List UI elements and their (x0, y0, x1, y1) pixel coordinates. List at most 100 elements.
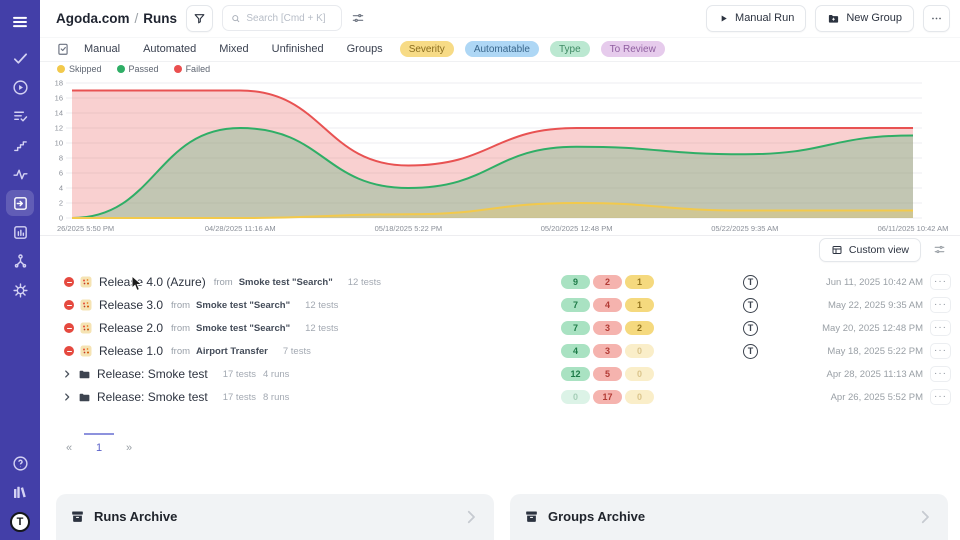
tab-unfinished[interactable]: Unfinished (271, 43, 324, 56)
tab-manual[interactable]: Manual (84, 43, 121, 56)
legend-skipped[interactable]: Skipped (57, 64, 102, 74)
run-type-icon (80, 345, 92, 357)
library-icon (14, 486, 26, 498)
stairs-icon (13, 140, 27, 151)
tabs: Manual Automated Mixed Unfinished Groups (84, 43, 383, 55)
passed-badge: 7 (561, 320, 590, 335)
run-title[interactable]: Release 4.0 (Azure) (99, 275, 206, 290)
groups-archive-panel[interactable]: Groups Archive (510, 493, 948, 540)
branch-icon (14, 253, 26, 268)
bulk-select-button[interactable] (56, 42, 70, 56)
chip-automatable[interactable]: Automatable (464, 41, 539, 58)
sidebar-item-analytics[interactable] (6, 161, 34, 187)
failed-badge: 3 (593, 343, 622, 358)
failed-dot-icon (173, 65, 182, 74)
row-more-button[interactable]: ··· (930, 273, 951, 290)
failed-status-icon (64, 323, 74, 334)
row-more-button[interactable]: ··· (930, 296, 951, 313)
group-date: Apr 26, 2025 5:52 PM (830, 391, 923, 403)
play-circle-icon (12, 79, 28, 95)
run-title[interactable]: Release 1.0 (99, 344, 164, 359)
new-group-button[interactable]: New Group (815, 4, 914, 32)
chip-to-review[interactable]: To Review (600, 41, 665, 58)
filter-button[interactable] (186, 4, 214, 32)
run-source[interactable]: Smoke test "Search" (238, 276, 333, 288)
run-title[interactable]: Release 3.0 (99, 298, 164, 313)
row-more-button[interactable]: ··· (930, 319, 951, 336)
sidebar-item-reports[interactable] (6, 219, 34, 245)
run-tests-count: 12 tests (305, 322, 339, 334)
sidebar-item-imports[interactable] (6, 190, 34, 216)
pagination-next-button[interactable]: » (125, 441, 133, 454)
area-chart-canvas: 0 2 4 6 8 10 12 14 16 18 26/2025 5:50 PM 04/28/2025… (55, 79, 949, 234)
run-title[interactable]: Release 2.0 (99, 321, 164, 336)
skipped-badge: 0 (625, 366, 654, 381)
chip-severity[interactable]: Severity (399, 41, 454, 58)
result-badges: 0 17 0 (561, 389, 654, 404)
legend-skipped-label: Skipped (69, 64, 102, 75)
row-more-button[interactable]: ··· (930, 365, 951, 382)
run-row[interactable]: Release 2.0 from Smoke test "Search" 12 … (40, 317, 960, 340)
legend-passed[interactable]: Passed (116, 64, 159, 74)
tab-mixed[interactable]: Mixed (219, 43, 249, 56)
group-row[interactable]: Release: Smoke test 17 tests 8 runs 0 17… (40, 386, 960, 409)
runs-archive-panel[interactable]: Runs Archive (56, 493, 494, 540)
search-settings-button[interactable] (351, 11, 365, 25)
group-title[interactable]: Release: Smoke test (97, 367, 208, 382)
run-tests-count: 12 tests (305, 299, 339, 311)
sidebar-item-branches[interactable] (6, 248, 34, 274)
svg-text:4: 4 (59, 184, 63, 193)
custom-view-button[interactable]: Custom view (818, 237, 921, 262)
run-source[interactable]: Airport Transfer (196, 345, 268, 357)
result-badges: 7 3 2 (561, 320, 654, 335)
failed-badge: 4 (593, 297, 622, 312)
skipped-badge: 1 (625, 297, 654, 312)
tab-automated[interactable]: Automated (143, 43, 197, 56)
group-row[interactable]: Release: Smoke test 17 tests 4 runs 12 5… (40, 363, 960, 386)
app-logo[interactable]: T (10, 512, 30, 532)
run-row[interactable]: Release 1.0 from Airport Transfer 7 test… (40, 340, 960, 363)
sidebar-item-runs[interactable] (6, 74, 34, 100)
help-icon (12, 455, 28, 471)
sidebar-item-plans[interactable] (6, 103, 34, 129)
run-date: May 20, 2025 12:48 PM (822, 322, 923, 334)
group-title[interactable]: Release: Smoke test (97, 390, 208, 405)
run-source[interactable]: Smoke test "Search" (196, 299, 291, 311)
tab-groups[interactable]: Groups (346, 43, 383, 56)
svg-text:6: 6 (59, 169, 63, 178)
run-from-label: from (171, 299, 191, 311)
expand-group-button[interactable] (62, 392, 72, 402)
manual-run-button[interactable]: Manual Run (706, 4, 807, 32)
topbar: Agoda.com/Runs Manual Run New Group (40, 0, 960, 38)
search-box[interactable] (222, 5, 343, 32)
table-view-icon (832, 245, 842, 254)
svg-text:06/11/2025 10:42 AM: 06/11/2025 10:42 AM (878, 224, 949, 233)
failed-status-icon (64, 346, 74, 357)
result-badges: 12 5 0 (561, 366, 654, 381)
sidebar-item-settings[interactable] (6, 277, 34, 303)
sidebar-menu-toggle[interactable] (6, 9, 34, 35)
gear-icon (12, 282, 28, 298)
row-more-button[interactable]: ··· (930, 342, 951, 359)
svg-text:10: 10 (55, 139, 63, 148)
run-row[interactable]: Release 4.0 (Azure) from Smoke test "Sea… (40, 271, 960, 294)
row-more-button[interactable]: ··· (930, 388, 951, 405)
chip-type[interactable]: Type (549, 41, 590, 58)
column-settings-button[interactable] (933, 243, 946, 256)
sidebar-docs-button[interactable] (6, 479, 34, 505)
pagination-prev-button[interactable]: « (65, 441, 73, 454)
sidebar-item-tests[interactable] (6, 45, 34, 71)
run-row[interactable]: Release 3.0 from Smoke test "Search" 12 … (40, 294, 960, 317)
sidebar-help-button[interactable] (6, 450, 34, 476)
topbar-more-button[interactable] (923, 4, 950, 32)
breadcrumb-project[interactable]: Agoda.com (56, 10, 130, 26)
passed-badge: 7 (561, 297, 590, 312)
search-input[interactable] (246, 12, 334, 24)
pagination-page-1[interactable]: 1 (84, 432, 114, 454)
run-date: May 22, 2025 9:35 AM (827, 299, 923, 311)
expand-group-button[interactable] (62, 369, 72, 379)
archive-icon (526, 511, 537, 523)
sidebar-item-milestones[interactable] (6, 132, 34, 158)
legend-failed[interactable]: Failed (173, 64, 210, 74)
run-source[interactable]: Smoke test "Search" (196, 322, 291, 334)
